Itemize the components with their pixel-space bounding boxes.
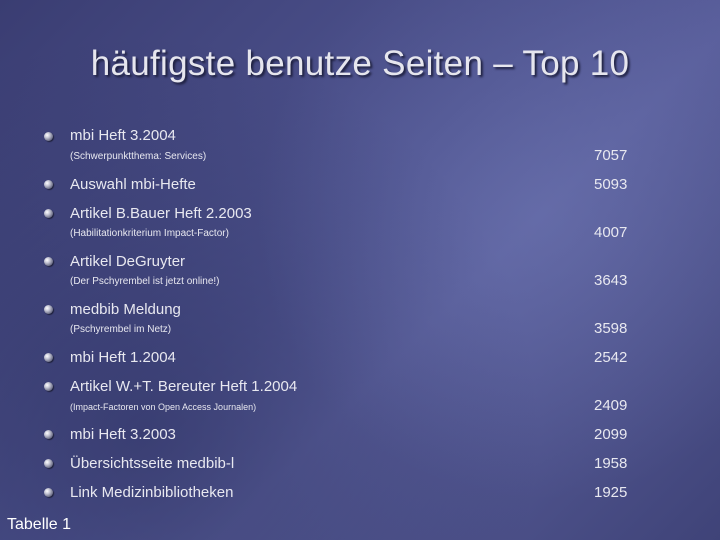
bullet-icon [44,353,53,362]
item-label: Link Medizinbibliotheken [70,484,234,501]
bullet-icon [44,305,53,314]
item-value: 7057 [594,147,628,164]
item-label: Artikel DeGruyter [70,253,186,270]
item-value: 2409 [594,397,628,414]
item-sub-label: (Schwerpunktthema: Services) [70,151,207,162]
item-label: mbi Heft 1.2004 [70,349,176,366]
item-value: 1958 [594,455,628,472]
item-label: Auswahl mbi-Hefte [70,176,196,193]
item-label: mbi Heft 3.2004 [70,127,176,144]
item-label: Übersichtsseite medbib-l [70,455,235,472]
bullet-icon [44,430,53,439]
item-value: 3598 [594,320,628,337]
bullet-icon [44,209,53,218]
item-value: 2542 [594,349,628,366]
bullet-icon [44,382,53,391]
slide-title: häufigste benutze Seiten – Top 10 [90,44,630,83]
bullet-icon [44,459,53,468]
item-sub-label: (Impact-Factoren von Open Access Journal… [70,402,257,412]
item-label: mbi Heft 3.2003 [70,426,176,443]
bullet-icon [44,488,53,497]
item-value: 1925 [594,484,628,501]
table-caption: Tabelle 1 [7,516,72,533]
bullet-icon [44,257,53,266]
item-label: Artikel B.Bauer Heft 2.2003 [70,205,252,222]
item-sub-label: (Pschyrembel im Netz) [70,324,172,335]
item-sub-label: (Der Pschyrembel ist jetzt online!) [70,276,220,287]
item-label: medbib Meldung [70,301,181,318]
item-value: 2099 [594,426,628,443]
item-sub-label: (Habilitationkriterium Impact-Factor) [70,228,229,239]
item-value: 3643 [594,272,628,289]
item-value: 5093 [594,176,628,193]
item-value: 4007 [594,224,628,241]
bullet-icon [44,180,53,189]
bullet-icon [44,132,53,141]
item-label: Artikel W.+T. Bereuter Heft 1.2004 [70,378,298,395]
